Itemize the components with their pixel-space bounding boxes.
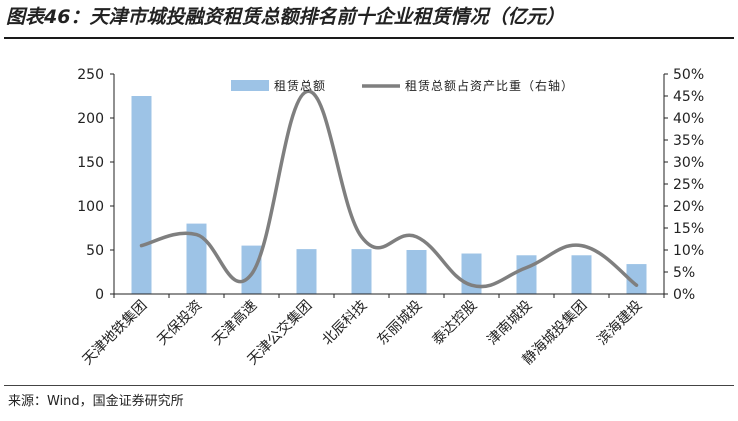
left-tick-label: 200 bbox=[77, 111, 104, 127]
chart-title: 图表46：天津市城投融资租赁总额排名前十企业租赁情况（亿元） bbox=[6, 6, 565, 28]
bar-2 bbox=[186, 223, 207, 294]
right-tick-label: 15% bbox=[673, 221, 704, 237]
footer-rule bbox=[4, 385, 734, 386]
left-tick-label: 0 bbox=[95, 287, 104, 303]
category-label: 滨海建投 bbox=[594, 298, 645, 349]
category-label: 天津高速 bbox=[209, 297, 261, 349]
source-note: 来源：Wind，国金证券研究所 bbox=[8, 394, 184, 409]
bar-4 bbox=[296, 249, 317, 294]
bar-9 bbox=[571, 255, 592, 294]
right-tick-label: 5% bbox=[673, 265, 695, 281]
right-tick-label: 35% bbox=[673, 133, 704, 149]
line-series bbox=[139, 89, 639, 289]
legend-bar-swatch bbox=[231, 80, 269, 91]
bar-6 bbox=[406, 250, 427, 294]
category-label: 津南城投 bbox=[484, 298, 535, 349]
bar-8 bbox=[516, 255, 537, 294]
legend-bar-label: 租赁总额 bbox=[274, 79, 326, 93]
right-tick-label: 30% bbox=[673, 155, 704, 171]
ratio-line bbox=[139, 89, 639, 289]
category-label: 天津地铁集团 bbox=[79, 297, 150, 368]
right-axis-ticks: 0% 5% 10% 15% 20% 25% 30% 35% 40% 45% 50% bbox=[664, 67, 704, 303]
category-label: 北辰科技 bbox=[319, 298, 370, 349]
left-tick-label: 250 bbox=[77, 67, 104, 83]
bar-5 bbox=[351, 249, 372, 294]
right-tick-label: 10% bbox=[673, 243, 704, 259]
legend: 租赁总额 租赁总额占资产比重（右轴） bbox=[231, 78, 574, 93]
title-rule bbox=[4, 37, 734, 39]
bar-10 bbox=[626, 264, 647, 294]
left-tick-label: 150 bbox=[77, 155, 104, 171]
left-axis-ticks: 0 50 100 150 200 250 bbox=[77, 67, 114, 303]
right-tick-label: 50% bbox=[673, 67, 704, 83]
bar-series bbox=[131, 96, 647, 294]
category-label: 天保投资 bbox=[154, 298, 205, 349]
right-tick-label: 20% bbox=[673, 199, 704, 215]
left-tick-label: 50 bbox=[86, 243, 104, 259]
right-tick-label: 40% bbox=[673, 111, 704, 127]
left-tick-label: 100 bbox=[77, 199, 104, 215]
bar-1 bbox=[131, 96, 152, 294]
bar-3 bbox=[241, 245, 262, 294]
category-label: 泰达控股 bbox=[429, 298, 480, 349]
legend-line-label: 租赁总额占资产比重（右轴） bbox=[405, 78, 574, 93]
right-tick-label: 45% bbox=[673, 89, 704, 105]
right-tick-label: 0% bbox=[673, 287, 695, 303]
right-tick-label: 25% bbox=[673, 177, 704, 193]
category-label: 东丽城投 bbox=[374, 298, 425, 349]
